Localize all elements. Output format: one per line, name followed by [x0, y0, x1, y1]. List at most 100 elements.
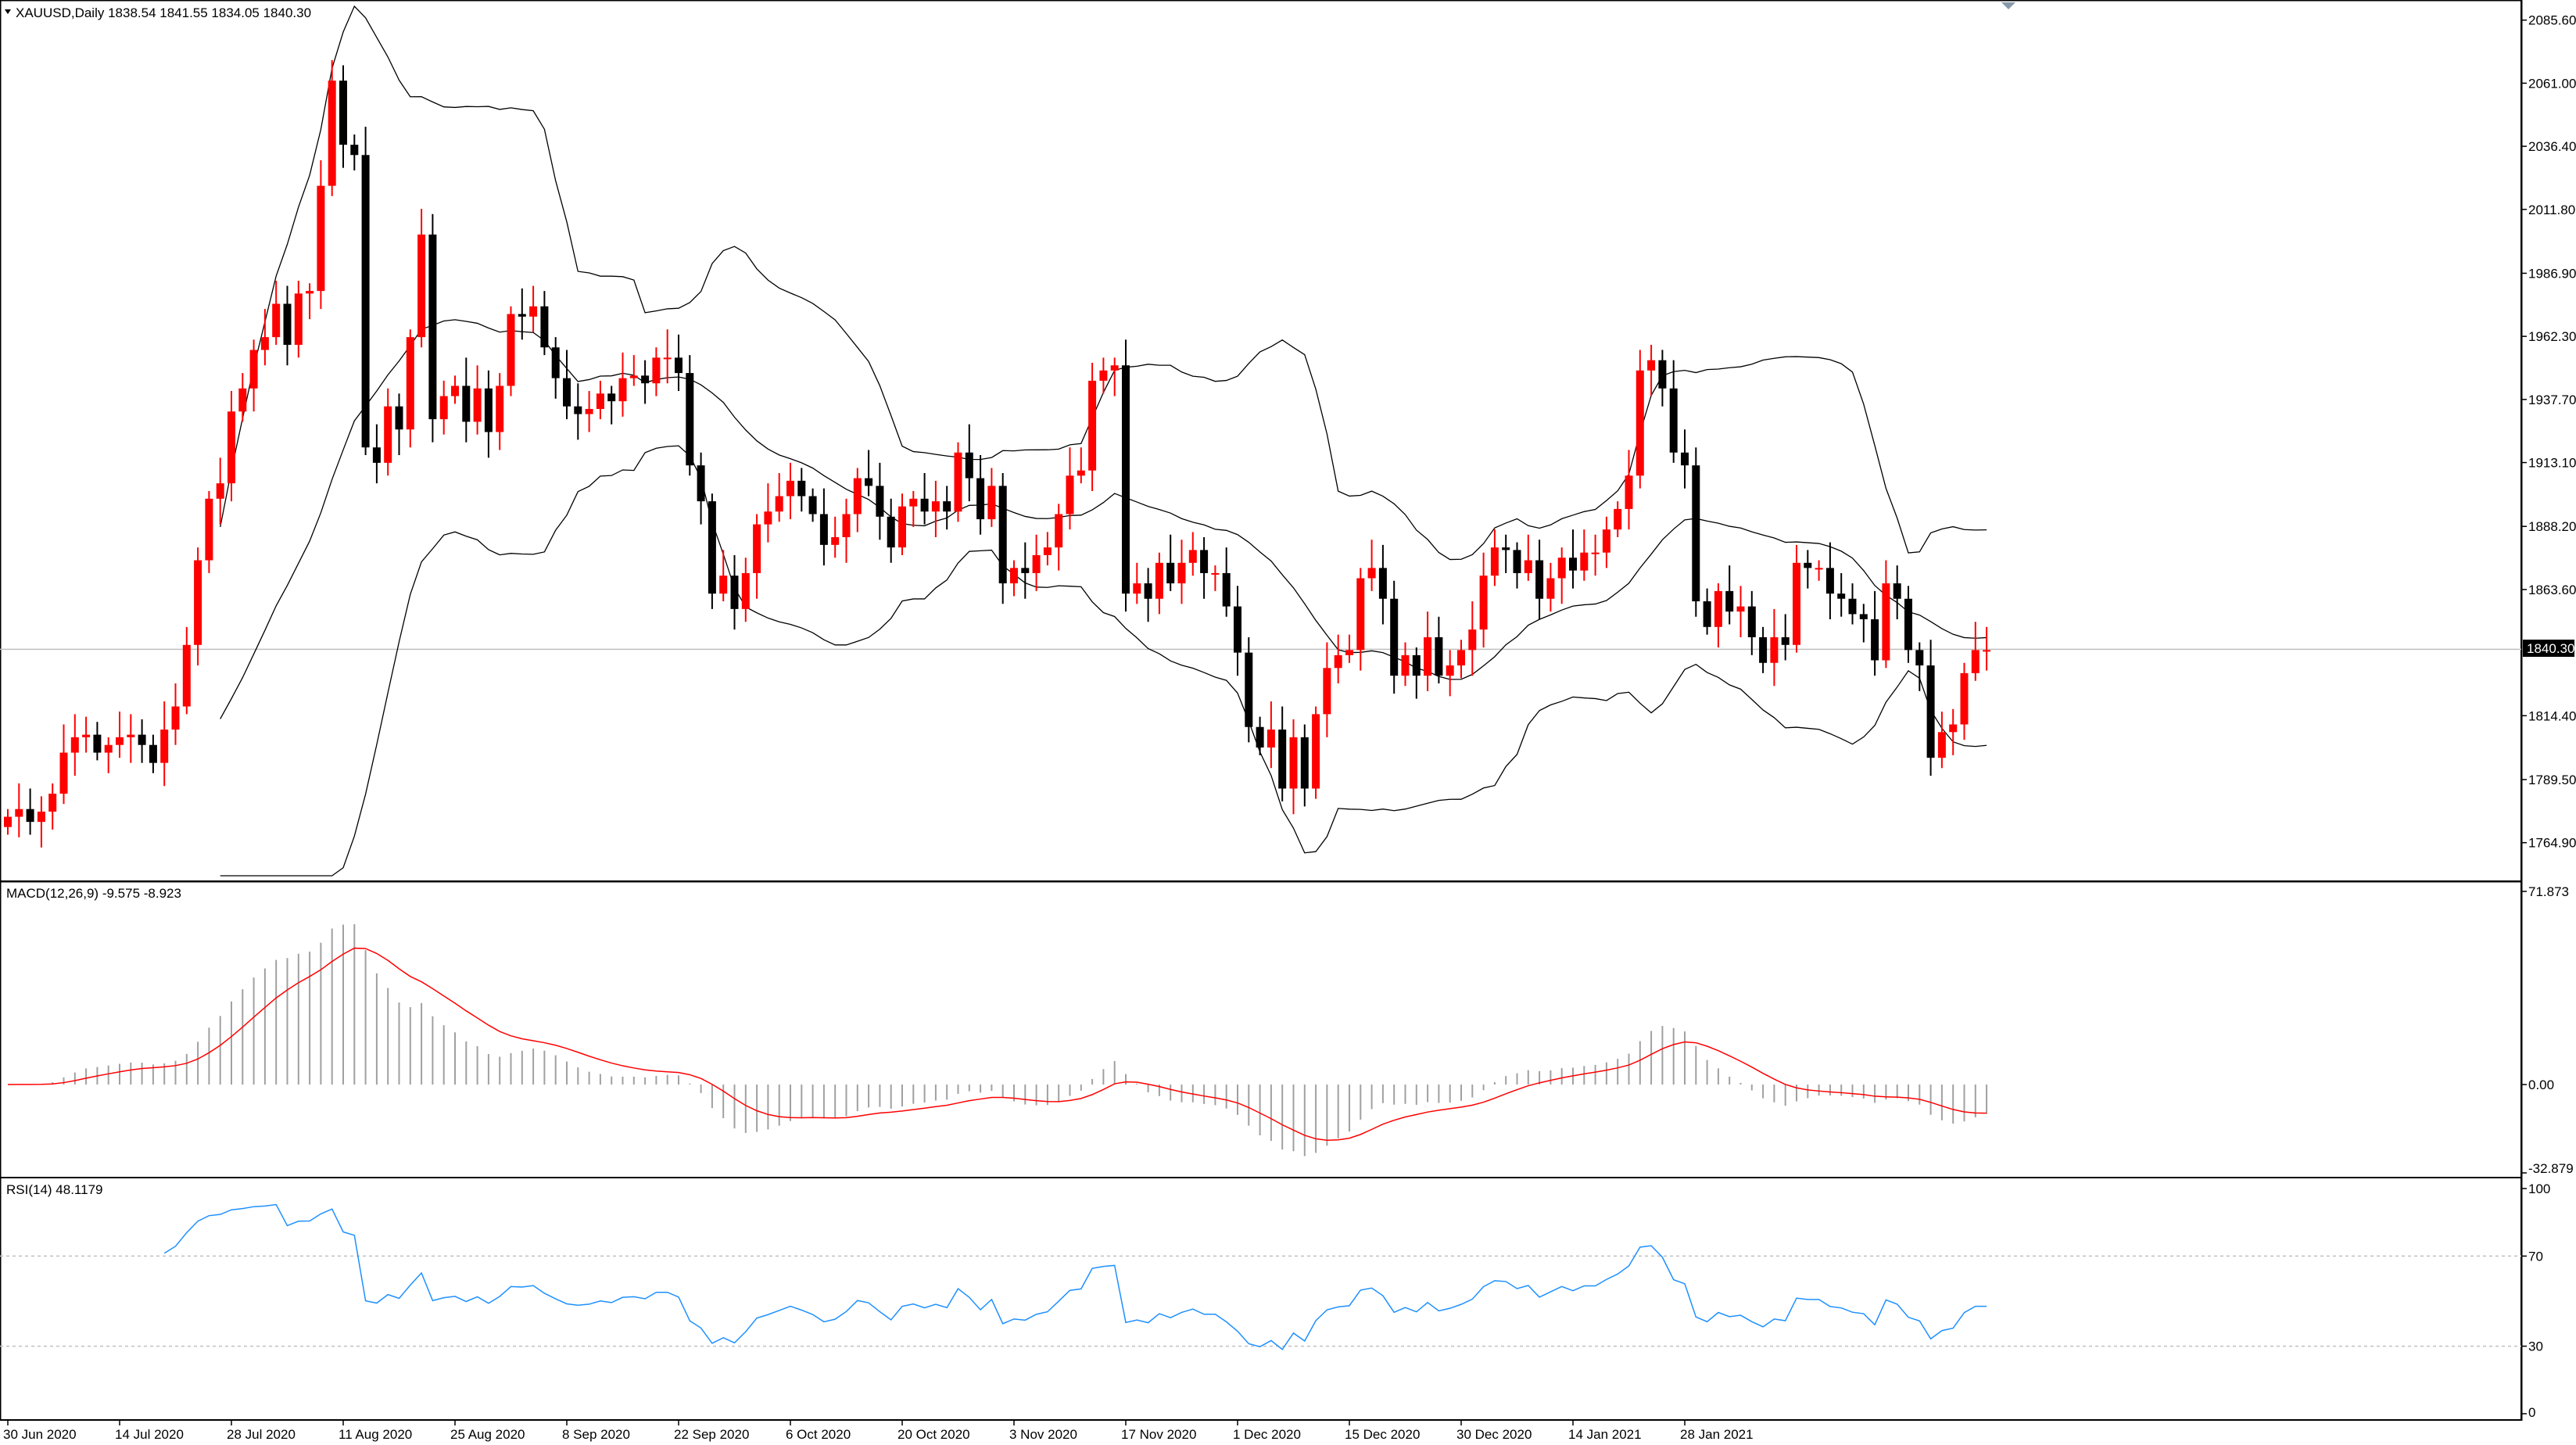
candle[interactable]	[1200, 550, 1209, 573]
candle[interactable]	[675, 357, 683, 374]
candle[interactable]	[1770, 636, 1779, 663]
candle[interactable]	[1625, 475, 1633, 509]
candle[interactable]	[4, 816, 12, 827]
candle[interactable]	[1256, 726, 1264, 748]
candle[interactable]	[1222, 572, 1231, 607]
candle[interactable]	[1882, 583, 1890, 661]
candle[interactable]	[1513, 550, 1521, 573]
candle[interactable]	[205, 498, 213, 561]
candle[interactable]	[865, 478, 873, 486]
candle[interactable]	[976, 478, 985, 520]
candle[interactable]	[618, 378, 627, 402]
candle[interactable]	[104, 744, 113, 753]
candle[interactable]	[1971, 650, 1979, 673]
candle[interactable]	[551, 347, 560, 378]
candle[interactable]	[384, 406, 392, 463]
candle[interactable]	[496, 385, 504, 432]
candle[interactable]	[931, 501, 940, 512]
candle[interactable]	[876, 486, 884, 517]
candle[interactable]	[1099, 370, 1108, 381]
price-pane[interactable]	[0, 0, 2523, 883]
candle[interactable]	[1636, 370, 1644, 476]
candle[interactable]	[1546, 578, 1555, 599]
candle[interactable]	[127, 734, 135, 737]
candle[interactable]	[887, 516, 895, 548]
candle[interactable]	[596, 393, 604, 409]
candle[interactable]	[1602, 529, 1610, 553]
candle[interactable]	[775, 496, 783, 512]
candle[interactable]	[1781, 636, 1790, 645]
candle[interactable]	[1725, 590, 1734, 612]
candle[interactable]	[1424, 636, 1432, 676]
candle[interactable]	[249, 350, 258, 389]
candle[interactable]	[473, 388, 482, 422]
candle[interactable]	[1490, 547, 1499, 576]
candle[interactable]	[1937, 732, 1946, 758]
candle[interactable]	[1155, 562, 1163, 599]
candle[interactable]	[1893, 583, 1901, 599]
candle[interactable]	[1580, 552, 1589, 571]
candle[interactable]	[1759, 636, 1768, 663]
candle[interactable]	[93, 734, 102, 753]
candle[interactable]	[1848, 598, 1857, 615]
candle[interactable]	[272, 303, 281, 338]
candle[interactable]	[1647, 360, 1656, 371]
candle[interactable]	[1010, 568, 1018, 584]
candle[interactable]	[954, 452, 962, 512]
candle[interactable]	[406, 337, 414, 430]
candle[interactable]	[1043, 547, 1052, 555]
candle[interactable]	[182, 644, 191, 707]
candle[interactable]	[819, 514, 828, 545]
candle[interactable]	[328, 81, 336, 186]
candle[interactable]	[294, 293, 303, 345]
candle[interactable]	[764, 511, 772, 525]
candle[interactable]	[26, 809, 34, 823]
candle[interactable]	[1960, 672, 1969, 725]
candle[interactable]	[138, 734, 146, 745]
macd-pane[interactable]	[0, 880, 2523, 1178]
candle[interactable]	[1591, 552, 1600, 554]
candle[interactable]	[641, 375, 650, 384]
candle[interactable]	[1557, 558, 1566, 579]
candle[interactable]	[1300, 737, 1309, 789]
candle[interactable]	[238, 388, 247, 412]
candle[interactable]	[1793, 562, 1800, 645]
candle[interactable]	[48, 794, 57, 812]
candle[interactable]	[719, 575, 728, 594]
candle[interactable]	[82, 734, 91, 737]
candle[interactable]	[1021, 568, 1030, 573]
candle[interactable]	[943, 501, 951, 512]
candle[interactable]	[1334, 654, 1342, 669]
candle[interactable]	[797, 480, 806, 497]
candle[interactable]	[1066, 475, 1074, 515]
candle[interactable]	[920, 498, 929, 512]
candle[interactable]	[1234, 606, 1241, 653]
candle[interactable]	[372, 447, 381, 463]
candle[interactable]	[1535, 560, 1544, 599]
candle[interactable]	[1468, 629, 1477, 651]
candle[interactable]	[1088, 380, 1097, 471]
candle[interactable]	[306, 291, 314, 294]
candle[interactable]	[339, 81, 347, 145]
candle[interactable]	[1390, 598, 1399, 676]
candle[interactable]	[1077, 470, 1085, 476]
candle[interactable]	[1110, 365, 1119, 371]
candle[interactable]	[831, 537, 840, 545]
candle[interactable]	[1837, 593, 1846, 599]
candle[interactable]	[574, 406, 582, 414]
candle[interactable]	[1479, 575, 1488, 630]
candle[interactable]	[1859, 614, 1868, 619]
candle[interactable]	[1904, 598, 1912, 651]
candle[interactable]	[1915, 650, 1924, 666]
candle[interactable]	[428, 234, 437, 420]
candle[interactable]	[1804, 562, 1812, 568]
candle[interactable]	[160, 730, 169, 763]
candle[interactable]	[59, 752, 68, 794]
candle[interactable]	[708, 501, 716, 594]
candle[interactable]	[1267, 730, 1275, 748]
candle[interactable]	[1367, 568, 1376, 579]
candle[interactable]	[1524, 560, 1532, 573]
candle[interactable]	[1502, 547, 1510, 550]
candle[interactable]	[1669, 388, 1678, 453]
